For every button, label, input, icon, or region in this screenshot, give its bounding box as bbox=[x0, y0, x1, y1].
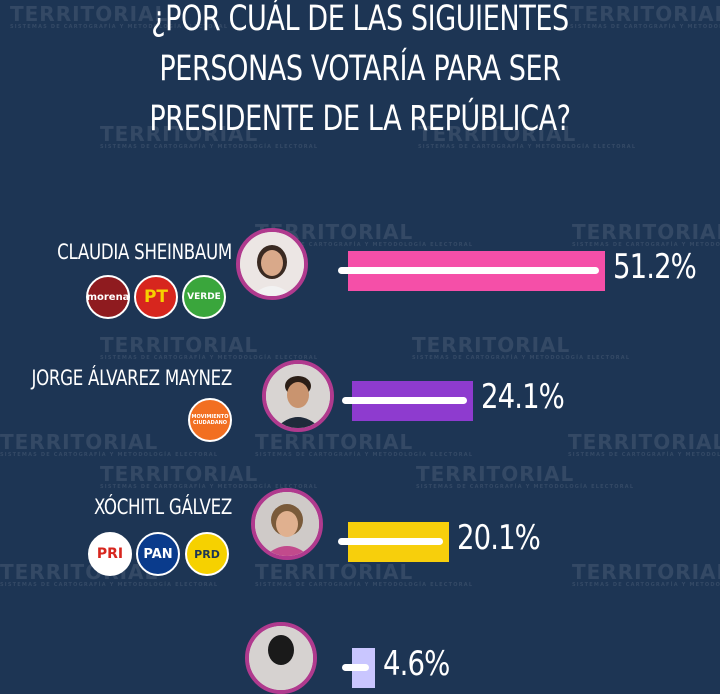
title-line: PERSONAS VOTARÍA PARA SER bbox=[159, 49, 561, 89]
prd-logo-icon: PRD bbox=[185, 532, 229, 576]
data-label: 4.6% bbox=[383, 644, 450, 684]
data-label: 51.2% bbox=[613, 247, 697, 287]
watermark: TERRITORIAL SISTEMAS DE CARTOGRAFÍA Y MET… bbox=[568, 430, 720, 458]
chart-title: ¿POR CUÁL DE LAS SIGUIENTES PERSONAS VOT… bbox=[85, 0, 635, 144]
watermark: TERRITORIAL SISTEMAS DE CARTOGRAFÍA Y MET… bbox=[100, 333, 319, 361]
watermark: TERRITORIAL SISTEMAS DE CARTOGRAFÍA Y MET… bbox=[100, 462, 319, 490]
verde-logo-icon: VERDE bbox=[182, 275, 226, 319]
data-label: 20.1% bbox=[456, 518, 541, 558]
watermark: TERRITORIAL SISTEMAS DE CARTOGRAFÍA Y MET… bbox=[0, 560, 219, 588]
watermark: TERRITORIAL SISTEMAS DE CARTOGRAFÍA Y MET… bbox=[416, 462, 635, 490]
person-icon bbox=[249, 626, 313, 690]
watermark: TERRITORIAL SISTEMAS DE CARTOGRAFÍA Y MET… bbox=[10, 2, 229, 30]
person-icon bbox=[266, 364, 330, 428]
candidate-photo bbox=[262, 360, 334, 432]
pt-logo-icon: PT bbox=[134, 275, 178, 319]
watermark: TERRITORIAL SISTEMAS DE CARTOGRAFÍA Y MET… bbox=[570, 2, 720, 30]
candidate-photo bbox=[245, 622, 317, 694]
pri-logo-icon: PRI bbox=[88, 532, 132, 576]
candidate-photo bbox=[251, 488, 323, 560]
movimiento-ciudadano-logo-icon: MOVIMIENTO CIUDADANO bbox=[188, 398, 232, 442]
title-line: PRESIDENTE DE LA REPÚBLICA? bbox=[149, 99, 571, 139]
watermark: TERRITORIAL SISTEMAS DE CARTOGRAFÍA Y MET… bbox=[100, 122, 319, 150]
bar-stripe bbox=[342, 397, 467, 404]
watermark: TERRITORIAL SISTEMAS DE CARTOGRAFÍA Y MET… bbox=[418, 122, 637, 150]
watermark: TERRITORIAL SISTEMAS DE CARTOGRAFÍA Y MET… bbox=[572, 560, 720, 588]
title-line: ¿POR CUÁL DE LAS SIGUIENTES bbox=[151, 0, 569, 39]
watermark: TERRITORIAL SISTEMAS DE CARTOGRAFÍA Y MET… bbox=[412, 333, 631, 361]
watermark: TERRITORIAL SISTEMAS DE CARTOGRAFÍA Y MET… bbox=[572, 220, 720, 248]
morena-logo-icon: morena bbox=[86, 275, 130, 319]
data-label: 24.1% bbox=[480, 377, 565, 417]
person-icon bbox=[255, 492, 319, 556]
candidate-photo bbox=[236, 228, 308, 300]
candidate-name: JORGE ÁLVAREZ MAYNEZ bbox=[31, 366, 233, 390]
person-icon bbox=[240, 232, 304, 296]
watermark: TERRITORIAL SISTEMAS DE CARTOGRAFÍA Y MET… bbox=[0, 430, 219, 458]
candidate-name: CLAUDIA SHEINBAUM bbox=[57, 240, 232, 264]
pan-logo-icon: PAN bbox=[136, 532, 180, 576]
bar-stripe bbox=[342, 664, 370, 671]
watermark: TERRITORIAL SISTEMAS DE CARTOGRAFÍA Y MET… bbox=[255, 560, 474, 588]
watermark: TERRITORIAL SISTEMAS DE CARTOGRAFÍA Y MET… bbox=[255, 430, 474, 458]
bar-stripe bbox=[338, 538, 443, 545]
candidate-name: XÓCHITL GÁLVEZ bbox=[93, 495, 232, 519]
bar-stripe bbox=[338, 267, 600, 274]
